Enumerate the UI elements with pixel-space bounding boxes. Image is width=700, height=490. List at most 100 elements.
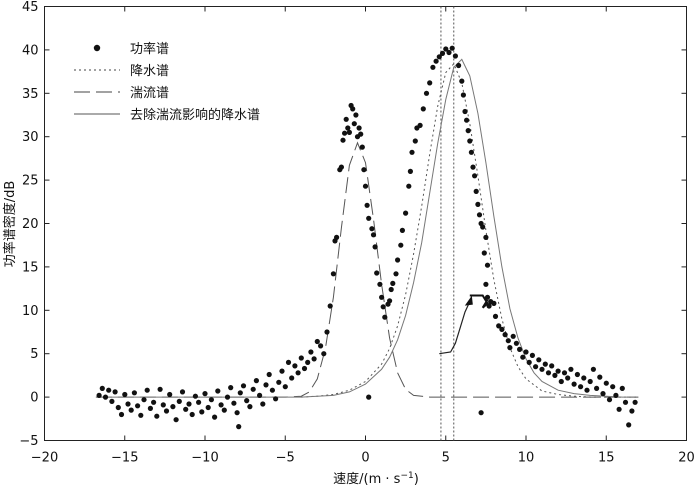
power-spectrum-point [308,349,314,355]
power-spectrum-point [345,125,351,131]
x-tick-label: −15 [111,451,138,466]
x-tick-label: −5 [276,451,295,466]
power-spectrum-point [606,397,613,403]
power-spectrum-point [510,333,516,339]
power-spectrum-point [109,398,115,404]
annotation-marker [469,294,489,309]
power-spectrum-point [552,372,558,378]
power-spectrum-point [513,340,520,346]
power-spectrum-point [499,326,505,332]
power-spectrum-points [96,45,638,430]
power-spectrum-point [118,411,125,418]
power-spectrum-point [157,386,163,392]
power-spectrum-point [106,387,112,393]
power-spectrum-point [295,370,301,376]
power-spectrum-point [420,106,426,112]
annotation-arrow-line [439,301,471,355]
power-spectrum-point [460,92,466,98]
power-spectrum-point [141,397,147,403]
y-axis-label: 功率谱密度/dB [2,181,18,268]
power-spectrum-point [260,401,266,407]
power-spectrum-point [369,226,375,232]
power-spectrum-point [276,379,282,385]
power-spectrum-point [545,370,552,376]
power-spectrum-point [356,125,362,131]
x-axis-label-main: 速度/(m · s [333,471,401,487]
power-spectrum-point [282,384,288,390]
power-spectrum-point [571,381,577,387]
power-spectrum-point [407,168,413,174]
power-spectrum-point [346,129,352,135]
power-spectrum-point [492,313,499,319]
power-spectrum-point [399,227,405,233]
power-spectrum-point [610,384,616,390]
power-spectrum-point [112,389,118,395]
power-spectrum-point [334,234,340,240]
power-spectrum-point [507,345,513,351]
legend-label-turbulence: 湍流谱 [130,86,169,101]
power-spectrum-point [122,391,128,398]
power-spectrum-point [208,397,214,403]
y-tick-label: 35 [22,87,39,102]
power-spectrum-point [491,300,497,306]
power-spectrum-point [626,422,632,428]
power-spectrum-point [176,398,182,404]
power-spectrum-point [343,116,349,122]
power-spectrum-point [520,354,526,360]
velocity-reference-lines [440,6,455,441]
power-spectrum-point [186,401,192,407]
power-spectrum-point [151,399,157,405]
power-spectrum-point [358,131,364,137]
power-spectrum-point [257,392,263,398]
power-spectrum-point [115,404,121,411]
power-spectrum-point [459,78,465,84]
power-spectrum-point [318,343,324,349]
power-spectrum-point [439,50,446,57]
power-spectrum-point [364,202,370,208]
legend-label-power: 功率谱 [130,41,169,57]
legend-label-corrected: 去除湍流影响的降水谱 [130,107,260,123]
power-spectrum-point [578,384,584,390]
x-tick-label: 10 [518,451,535,466]
power-spectrum-point [263,382,269,388]
power-spectrum-point [475,201,481,207]
power-spectrum-point [273,396,279,402]
power-spectrum-point [338,164,344,170]
power-spectrum-point [470,164,476,170]
power-spectrum-point [430,64,436,70]
power-spectrum-point [234,410,240,416]
power-spectrum-point [327,303,333,309]
power-spectrum-point [359,144,365,150]
power-spectrum-point [467,138,473,144]
power-spectrum-point [468,149,474,155]
power-spectrum-point [456,62,462,69]
power-spectrum-point [590,366,597,372]
power-spectrum-point [480,224,486,230]
power-spectrum-point [549,363,555,369]
power-spectrum-point [128,407,134,413]
power-spectrum-point [350,106,356,112]
power-spectrum-point [542,361,548,367]
power-spectrum-point [372,244,378,250]
series-line-dotted [301,62,639,398]
axis-ticks: −20 −15 −10 −5 0 5 10 15 20 −5 0 5 10 15 20 25 30 35 40 45 [19,0,694,466]
power-spectrum-point [561,370,568,376]
power-spectrum-point [102,394,109,400]
power-spectrum-point [603,380,609,386]
power-spectrum-point [412,138,418,144]
power-spectrum-point [321,351,327,357]
power-spectrum-point [374,270,380,276]
power-spectrum-point [486,303,492,309]
power-spectrum-point [138,412,144,418]
power-spectrum-point [417,122,423,128]
y-tick-label: 10 [22,304,39,319]
power-spectrum-point [581,375,587,381]
power-spectrum-point [472,173,478,179]
power-spectrum-point [536,357,542,363]
power-spectrum-point [558,378,564,385]
power-spectrum-point [377,281,383,287]
power-spectrum-point [361,167,367,173]
legend-label-precip: 降水谱 [130,64,169,79]
power-spectrum-point [253,378,259,384]
legend: 功率谱 降水谱 湍流谱 去除湍流影响的降水谱 [74,41,260,123]
